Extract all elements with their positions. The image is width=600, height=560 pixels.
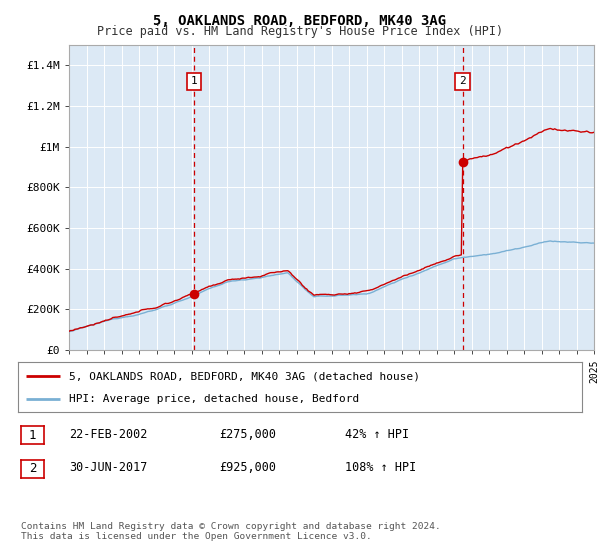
Text: 5, OAKLANDS ROAD, BEDFORD, MK40 3AG (detached house): 5, OAKLANDS ROAD, BEDFORD, MK40 3AG (det… bbox=[69, 371, 420, 381]
Text: 22-FEB-2002: 22-FEB-2002 bbox=[69, 427, 148, 441]
Text: £925,000: £925,000 bbox=[219, 461, 276, 474]
Text: 2: 2 bbox=[29, 462, 36, 475]
Text: £275,000: £275,000 bbox=[219, 427, 276, 441]
Text: 5, OAKLANDS ROAD, BEDFORD, MK40 3AG: 5, OAKLANDS ROAD, BEDFORD, MK40 3AG bbox=[154, 14, 446, 28]
Text: 1: 1 bbox=[29, 428, 36, 442]
Text: 2: 2 bbox=[459, 76, 466, 86]
Text: Price paid vs. HM Land Registry's House Price Index (HPI): Price paid vs. HM Land Registry's House … bbox=[97, 25, 503, 38]
Text: 30-JUN-2017: 30-JUN-2017 bbox=[69, 461, 148, 474]
Text: HPI: Average price, detached house, Bedford: HPI: Average price, detached house, Bedf… bbox=[69, 394, 359, 404]
Text: Contains HM Land Registry data © Crown copyright and database right 2024.
This d: Contains HM Land Registry data © Crown c… bbox=[21, 522, 441, 542]
Text: 42% ↑ HPI: 42% ↑ HPI bbox=[345, 427, 409, 441]
Text: 1: 1 bbox=[190, 76, 197, 86]
Text: 108% ↑ HPI: 108% ↑ HPI bbox=[345, 461, 416, 474]
